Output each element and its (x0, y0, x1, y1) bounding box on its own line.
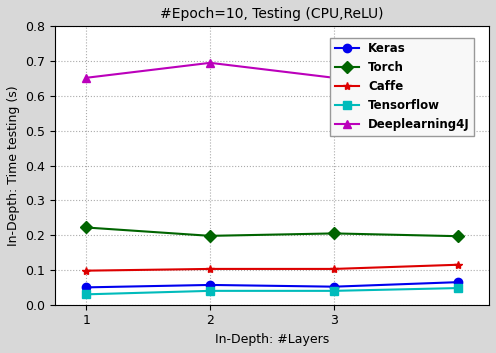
Keras (331, 285, 337, 289)
Line: Keras: Keras (82, 278, 462, 292)
Caffe (83, 269, 89, 273)
Keras (455, 280, 461, 284)
Deeplearning4J (455, 50, 461, 54)
Line: Deeplearning4J: Deeplearning4J (82, 48, 462, 82)
Torch (83, 225, 89, 229)
Deeplearning4J (331, 76, 337, 80)
Title: #Epoch=10, Testing (CPU,ReLU): #Epoch=10, Testing (CPU,ReLU) (160, 7, 384, 21)
Line: Caffe: Caffe (82, 261, 462, 275)
Caffe (207, 267, 213, 271)
Keras (207, 283, 213, 287)
Line: Tensorflow: Tensorflow (82, 284, 462, 299)
Torch (455, 234, 461, 238)
Tensorflow (207, 289, 213, 293)
Torch (207, 234, 213, 238)
X-axis label: In-Depth: #Layers: In-Depth: #Layers (215, 333, 329, 346)
Y-axis label: In-Depth: Time testing (s): In-Depth: Time testing (s) (7, 85, 20, 246)
Caffe (331, 267, 337, 271)
Caffe (455, 263, 461, 267)
Tensorflow (455, 286, 461, 290)
Keras (83, 285, 89, 289)
Legend: Keras, Torch, Caffe, Tensorflow, Deeplearning4J: Keras, Torch, Caffe, Tensorflow, Deeplea… (330, 38, 475, 136)
Tensorflow (83, 292, 89, 297)
Line: Torch: Torch (82, 223, 462, 240)
Torch (331, 231, 337, 235)
Deeplearning4J (207, 61, 213, 65)
Tensorflow (331, 289, 337, 293)
Deeplearning4J (83, 76, 89, 80)
